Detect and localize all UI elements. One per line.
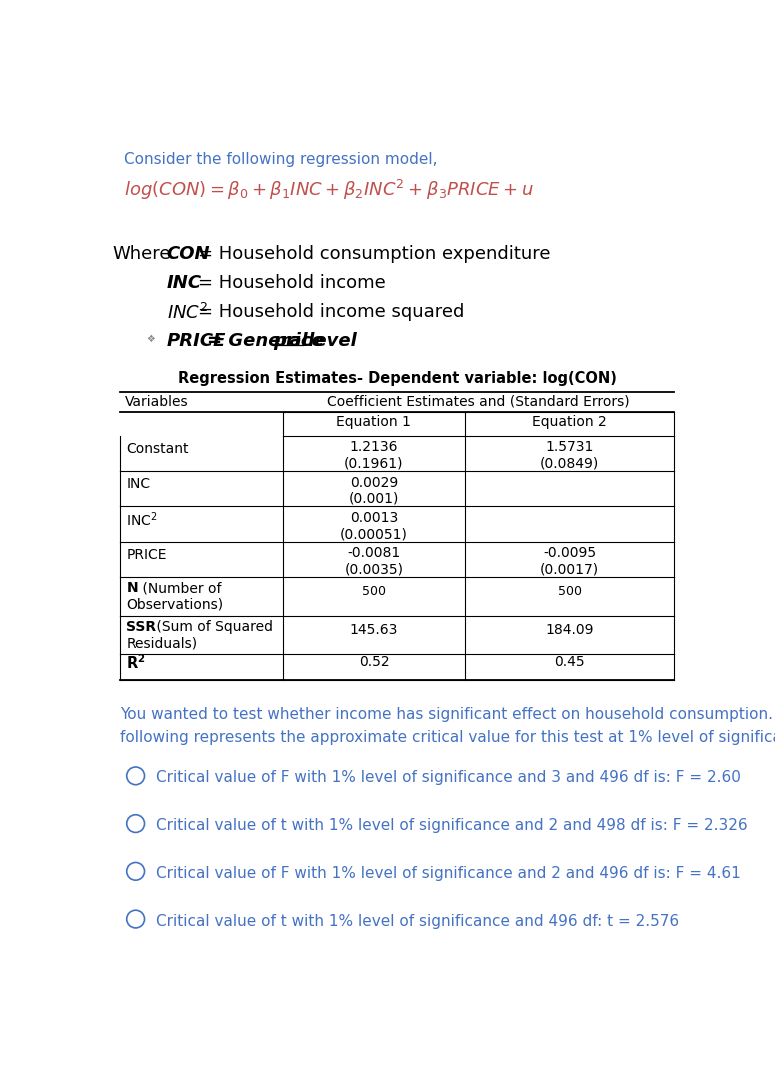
- Text: Critical value of t with 1% level of significance and 496 df: t = 2.576: Critical value of t with 1% level of sig…: [156, 914, 679, 929]
- Text: Observations): Observations): [126, 598, 223, 611]
- Text: (0.00051): (0.00051): [340, 527, 408, 541]
- Text: Residuals): Residuals): [126, 636, 198, 650]
- Text: N: N: [126, 582, 138, 595]
- Text: = General: = General: [207, 332, 314, 351]
- Text: INC$^2$: INC$^2$: [126, 510, 158, 529]
- Text: (0.001): (0.001): [349, 492, 399, 506]
- Text: INC: INC: [126, 477, 150, 491]
- Text: Constant: Constant: [126, 441, 189, 455]
- Text: Critical value of t with 1% level of significance and 2 and 498 df is: F = 2.326: Critical value of t with 1% level of sig…: [156, 818, 747, 833]
- Text: 0.45: 0.45: [554, 655, 585, 669]
- Text: (0.0017): (0.0017): [540, 562, 599, 576]
- Text: 500: 500: [558, 586, 581, 599]
- Text: ❖: ❖: [146, 334, 154, 344]
- Text: $log(CON)=\beta_0 + \beta_1INC + \beta_2INC^2 + \beta_3PRICE + u$: $log(CON)=\beta_0 + \beta_1INC + \beta_2…: [124, 177, 534, 202]
- Text: Equation 1: Equation 1: [336, 416, 412, 430]
- Text: Critical value of F with 1% level of significance and 3 and 496 df is: F = 2.60: Critical value of F with 1% level of sig…: [156, 771, 741, 786]
- Text: 1.2136: 1.2136: [350, 440, 398, 454]
- Text: (0.1961): (0.1961): [344, 456, 404, 470]
- Text: 145.63: 145.63: [350, 623, 398, 637]
- Text: PRICE: PRICE: [126, 547, 167, 562]
- Text: = Household income: = Household income: [198, 274, 385, 292]
- Text: = Household consumption expenditure: = Household consumption expenditure: [198, 245, 550, 263]
- Text: Coefficient Estimates and (Standard Errors): Coefficient Estimates and (Standard Erro…: [327, 394, 630, 408]
- Text: 0.0029: 0.0029: [350, 476, 398, 490]
- Text: level: level: [302, 332, 357, 351]
- Text: price: price: [273, 332, 324, 351]
- Text: $\mathit{INC}^2$: $\mathit{INC}^2$: [167, 304, 208, 323]
- Text: following represents the approximate critical value for this test at 1% level of: following represents the approximate cri…: [120, 730, 775, 745]
- Text: Equation 2: Equation 2: [532, 416, 607, 430]
- Text: 184.09: 184.09: [546, 623, 594, 637]
- Text: 500: 500: [362, 586, 386, 599]
- Text: 0.0013: 0.0013: [350, 511, 398, 525]
- Text: Consider the following regression model,: Consider the following regression model,: [124, 152, 438, 167]
- Text: You wanted to test whether income has significant effect on household consumptio: You wanted to test whether income has si…: [120, 708, 775, 723]
- Text: Variables: Variables: [125, 394, 188, 408]
- Text: INC: INC: [167, 274, 202, 292]
- Text: (0.0035): (0.0035): [344, 562, 404, 576]
- Text: Where: Where: [112, 245, 170, 263]
- Text: 1.5731: 1.5731: [546, 440, 594, 454]
- Text: (Sum of Squared: (Sum of Squared: [151, 620, 273, 634]
- Text: CON: CON: [167, 245, 210, 263]
- Text: = Household income squared: = Household income squared: [198, 304, 464, 321]
- Text: $\mathbf{R^2}$: $\mathbf{R^2}$: [126, 653, 146, 671]
- Text: (0.0849): (0.0849): [540, 456, 599, 470]
- Text: 0.52: 0.52: [359, 655, 389, 669]
- Text: PRICE: PRICE: [167, 332, 226, 351]
- Text: -0.0095: -0.0095: [543, 546, 596, 560]
- Text: Critical value of F with 1% level of significance and 2 and 496 df is: F = 4.61: Critical value of F with 1% level of sig…: [156, 866, 741, 881]
- Text: SSR: SSR: [126, 620, 157, 634]
- Text: Regression Estimates- Dependent variable: log(CON): Regression Estimates- Dependent variable…: [177, 371, 617, 386]
- Text: -0.0081: -0.0081: [347, 546, 401, 560]
- Text: (Number of: (Number of: [138, 582, 221, 595]
